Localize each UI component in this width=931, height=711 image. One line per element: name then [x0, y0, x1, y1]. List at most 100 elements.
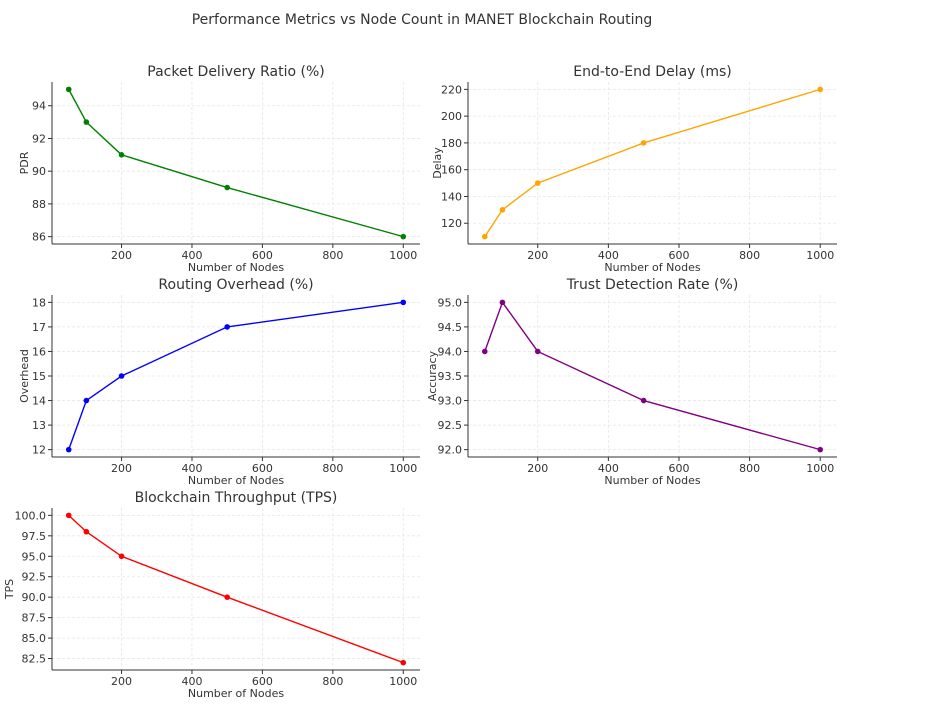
x-axis-label: Number of Nodes: [604, 261, 700, 274]
data-point: [224, 184, 230, 191]
x-tick-label: 1000: [806, 462, 834, 475]
x-tick-label: 400: [181, 675, 202, 688]
y-axis-label: Accuracy: [426, 350, 439, 401]
x-tick-label: 800: [322, 675, 343, 688]
data-point: [400, 659, 407, 666]
y-axis-label: Overhead: [18, 349, 31, 403]
y-tick-label: 82.5: [22, 653, 47, 666]
figure-suptitle: Performance Metrics vs Node Count in MAN…: [192, 12, 653, 28]
data-point: [400, 299, 407, 306]
x-tick-label: 200: [111, 249, 132, 262]
data-point: [400, 233, 407, 240]
subplot-title: Trust Detection Rate (%): [566, 277, 739, 293]
data-point: [224, 324, 230, 330]
y-tick-label: 100.0: [15, 509, 47, 522]
x-tick-label: 600: [252, 462, 273, 475]
x-tick-label: 1000: [806, 249, 834, 262]
x-tick-label: 1000: [389, 675, 417, 688]
subplot-title: Packet Delivery Ratio (%): [147, 64, 324, 80]
data-point: [83, 119, 90, 125]
x-tick-label: 200: [111, 462, 132, 475]
data-point: [481, 348, 488, 355]
y-tick-label: 86: [32, 231, 46, 244]
y-tick-label: 160: [441, 164, 462, 177]
data-point: [118, 373, 125, 379]
y-axis-label: Delay: [431, 147, 444, 179]
x-tick-label: 1000: [389, 249, 417, 262]
data-point: [534, 348, 541, 355]
x-tick-label: 400: [181, 462, 202, 475]
x-tick-label: 800: [322, 462, 343, 475]
y-tick-label: 94.5: [438, 321, 463, 334]
y-tick-label: 88: [32, 198, 46, 211]
y-tick-label: 90.0: [22, 591, 47, 604]
data-point: [499, 299, 506, 306]
x-tick-label: 800: [322, 249, 343, 262]
y-tick-label: 92.5: [438, 419, 463, 432]
data-point: [817, 86, 824, 93]
data-point: [224, 594, 230, 600]
y-tick-label: 200: [441, 110, 462, 123]
x-tick-label: 800: [739, 462, 760, 475]
y-tick-label: 92.5: [22, 571, 47, 584]
subplot-title: Routing Overhead (%): [158, 277, 313, 293]
y-tick-label: 90: [32, 165, 46, 178]
x-tick-label: 400: [598, 462, 619, 475]
x-tick-label: 200: [111, 675, 132, 688]
y-tick-label: 94.0: [438, 345, 463, 358]
y-tick-label: 97.5: [22, 530, 47, 543]
y-tick-label: 180: [441, 137, 462, 150]
data-point: [640, 397, 647, 404]
y-tick-label: 95.0: [22, 550, 47, 563]
x-tick-label: 800: [739, 249, 760, 262]
y-tick-label: 93.5: [438, 370, 463, 383]
data-point: [481, 233, 488, 240]
series-line: [68, 89, 404, 238]
x-axis-label: Number of Nodes: [188, 474, 284, 487]
data-point: [640, 140, 647, 146]
data-point: [817, 446, 824, 453]
y-tick-label: 220: [441, 83, 462, 96]
y-tick-label: 140: [441, 190, 462, 203]
subplot-title: End-to-End Delay (ms): [573, 64, 732, 80]
y-tick-label: 14: [32, 395, 46, 408]
x-tick-label: 200: [527, 249, 548, 262]
y-tick-label: 92.0: [438, 444, 463, 457]
x-tick-label: 1000: [389, 462, 417, 475]
y-tick-label: 85.0: [22, 632, 47, 645]
data-point: [83, 397, 90, 404]
y-tick-label: 95.0: [438, 296, 463, 309]
data-point: [118, 553, 125, 560]
y-tick-label: 120: [441, 217, 462, 230]
y-tick-label: 92: [32, 132, 46, 145]
x-tick-label: 400: [181, 249, 202, 262]
y-tick-label: 87.5: [22, 612, 47, 625]
y-tick-label: 12: [32, 444, 46, 457]
y-axis-label: TPS: [3, 579, 16, 600]
y-tick-label: 94: [32, 100, 46, 113]
x-tick-label: 600: [252, 675, 273, 688]
series-line: [68, 514, 404, 664]
y-tick-label: 18: [32, 296, 46, 309]
x-tick-label: 200: [527, 462, 548, 475]
x-axis-label: Number of Nodes: [188, 261, 284, 274]
x-axis-label: Number of Nodes: [604, 474, 700, 487]
series-line: [484, 88, 821, 238]
x-tick-label: 600: [668, 249, 689, 262]
data-point: [65, 512, 72, 519]
y-tick-label: 93.0: [438, 395, 463, 408]
data-point: [65, 86, 72, 93]
y-tick-label: 13: [32, 419, 46, 432]
x-tick-label: 400: [598, 249, 619, 262]
data-point: [499, 207, 506, 213]
data-point: [83, 528, 90, 535]
y-axis-label: PDR: [18, 151, 31, 174]
x-tick-label: 600: [252, 249, 273, 262]
subplot-title: Blockchain Throughput (TPS): [135, 490, 338, 506]
y-tick-label: 16: [32, 345, 46, 358]
x-axis-label: Number of Nodes: [188, 687, 284, 700]
data-point: [534, 180, 541, 186]
data-point: [65, 446, 72, 453]
y-tick-label: 17: [32, 321, 46, 334]
